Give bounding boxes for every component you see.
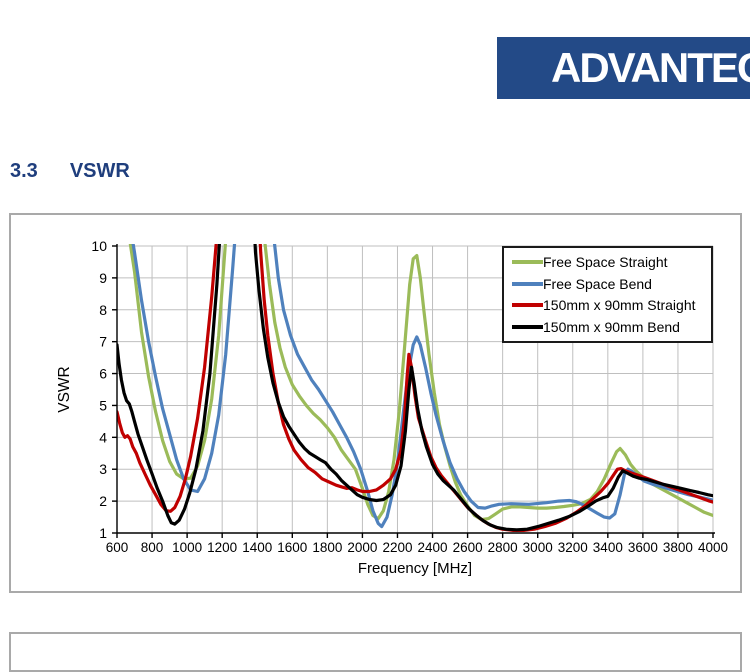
- x-tick-label: 1200: [207, 540, 237, 555]
- legend-label: Free Space Bend: [543, 275, 652, 292]
- document-page: { "header": { "logo_text": "ADVANTECH", …: [9, 37, 750, 672]
- legend-label: 150mm x 90mm Straight: [543, 297, 696, 314]
- x-tick-label: 3000: [523, 540, 553, 555]
- section-number: 3.3: [10, 160, 38, 182]
- x-tick-label: 2400: [418, 540, 448, 555]
- y-tick-label: 3: [99, 461, 107, 477]
- x-tick-label: 600: [106, 540, 129, 555]
- x-tick-label: 3800: [663, 540, 693, 555]
- legend-label: 150mm x 90mm Bend: [543, 319, 680, 336]
- legend-line-swatch: [512, 259, 543, 264]
- x-tick-label: 3600: [628, 540, 658, 555]
- x-tick-label: 4000: [698, 540, 728, 555]
- y-tick-label: 8: [99, 302, 107, 318]
- y-tick-label: 5: [99, 397, 107, 413]
- section-heading: 3.3 VSWR: [10, 160, 130, 183]
- y-tick-label: 4: [99, 429, 107, 445]
- x-axis-title: Frequency [MHz]: [358, 560, 472, 577]
- x-tick-label: 800: [141, 540, 164, 555]
- y-tick-label: 7: [99, 334, 107, 350]
- legend-label: Free Space Straight: [543, 253, 668, 270]
- y-tick-label: 9: [99, 270, 107, 286]
- x-tick-label: 1400: [242, 540, 272, 555]
- x-tick-label: 3200: [558, 540, 588, 555]
- x-tick-label: 3400: [593, 540, 623, 555]
- series-line-150mm-x-90mm-straight: [117, 244, 713, 532]
- legend-item: Free Space Straight: [512, 251, 711, 272]
- advantech-logo: ADVANTECH: [497, 37, 750, 99]
- section-title: VSWR: [69, 160, 130, 182]
- x-tick-label: 2200: [382, 540, 412, 555]
- x-tick-label: 1800: [312, 540, 342, 555]
- series-line-150mm-x-90mm-bend: [117, 244, 713, 532]
- x-tick-label: 2000: [347, 540, 377, 555]
- legend-line-swatch: [512, 281, 543, 286]
- legend-item: 150mm x 90mm Straight: [512, 295, 711, 316]
- legend-line-swatch: [512, 325, 543, 330]
- legend-line-swatch: [512, 303, 543, 308]
- y-tick-label: 6: [99, 366, 107, 382]
- x-tick-label: 1600: [277, 540, 307, 555]
- series-line-free-space-straight: [128, 244, 713, 522]
- y-axis-title: VSWR: [56, 366, 73, 413]
- legend-item: 150mm x 90mm Bend: [512, 317, 711, 338]
- advantech-logo-text: ADVANTECH: [551, 44, 750, 91]
- next-figure-box: [9, 632, 742, 672]
- y-tick-label: 1: [99, 525, 107, 541]
- x-tick-label: 1000: [172, 540, 202, 555]
- chart-legend: Free Space Straight Free Space Bend 150mm …: [502, 246, 713, 343]
- vswr-figure-box: 600 800 1000 1200 1400 1600 1800 2000 2200 2400 26…: [9, 213, 742, 593]
- x-tick-label: 2800: [488, 540, 518, 555]
- legend-item: Free Space Bend: [512, 273, 711, 294]
- y-tick-label: 10: [91, 238, 107, 254]
- x-tick-label: 2600: [453, 540, 483, 555]
- y-tick-label: 2: [99, 493, 107, 509]
